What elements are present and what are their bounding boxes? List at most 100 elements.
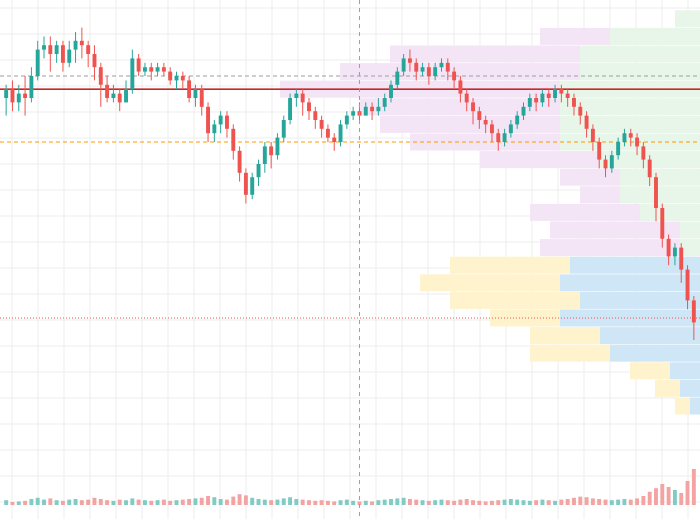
profile-bar-blue bbox=[570, 256, 700, 274]
volume-bar bbox=[29, 499, 34, 505]
volume-bar bbox=[622, 499, 627, 505]
candle-body bbox=[16, 93, 21, 103]
volume-bar bbox=[401, 497, 406, 505]
profile-bar-green bbox=[675, 10, 700, 28]
candle-body bbox=[666, 238, 671, 257]
candle-body bbox=[67, 49, 72, 63]
candle-body bbox=[313, 111, 318, 120]
volume-bars bbox=[4, 469, 696, 505]
candle-body bbox=[679, 247, 684, 270]
profile-bar-blue bbox=[670, 362, 700, 380]
candle-body bbox=[483, 120, 488, 125]
candle-body bbox=[641, 146, 646, 160]
candle-body bbox=[54, 45, 59, 54]
volume-bar bbox=[407, 499, 412, 505]
volume-bar bbox=[609, 500, 614, 505]
candle-body bbox=[117, 93, 122, 103]
volume-bar bbox=[288, 497, 293, 505]
volume-bar bbox=[414, 499, 419, 505]
candle-body bbox=[218, 115, 223, 125]
volume-bar bbox=[231, 496, 236, 505]
candle-body bbox=[269, 146, 274, 156]
volume-bar bbox=[672, 490, 677, 505]
volume-bar bbox=[635, 498, 640, 505]
volume-bar bbox=[654, 488, 658, 505]
volume-bar bbox=[10, 502, 15, 505]
volume-bar bbox=[307, 500, 311, 505]
candle-body bbox=[130, 58, 135, 90]
candle-body bbox=[565, 93, 570, 98]
volume-bar bbox=[641, 496, 646, 505]
volume-bar bbox=[578, 496, 583, 505]
volume-bar bbox=[508, 499, 513, 505]
candle-body bbox=[534, 98, 539, 103]
candle-body bbox=[344, 115, 349, 125]
volume-bar bbox=[584, 497, 589, 505]
profile-bar-yellow bbox=[530, 344, 610, 362]
candle-body bbox=[559, 89, 564, 94]
profile-bar-yellow bbox=[420, 274, 560, 292]
volume-bar bbox=[325, 500, 330, 505]
candle-body bbox=[433, 67, 438, 76]
volume-bar bbox=[60, 500, 65, 505]
profile-bar-green bbox=[560, 98, 700, 116]
candle-body bbox=[86, 45, 91, 54]
profile-bar-green bbox=[580, 63, 700, 81]
volume-bar bbox=[262, 499, 267, 505]
candle-body bbox=[685, 269, 690, 301]
candle-body bbox=[502, 133, 507, 142]
price-levels bbox=[0, 75, 700, 319]
volume-bar bbox=[35, 497, 40, 505]
candle-body bbox=[578, 106, 583, 116]
profile-bar-pink bbox=[560, 168, 620, 186]
profile-bar-green bbox=[620, 186, 700, 204]
volume-bar bbox=[395, 498, 400, 505]
profile-bar-yellow bbox=[450, 291, 580, 309]
volume-bar bbox=[73, 499, 78, 505]
volume-bar bbox=[48, 498, 53, 505]
candle-body bbox=[660, 208, 665, 239]
volume-bar bbox=[212, 497, 217, 505]
volume-bar bbox=[98, 499, 103, 505]
candle-body bbox=[389, 84, 393, 98]
volume-bar bbox=[269, 500, 274, 505]
volume-bar bbox=[376, 500, 381, 505]
candle-body bbox=[471, 102, 475, 112]
volume-bar bbox=[477, 500, 482, 505]
volume-bar bbox=[193, 498, 198, 505]
volume-bar bbox=[565, 499, 570, 505]
profile-bar-green bbox=[680, 221, 700, 239]
volume-bar bbox=[597, 499, 602, 505]
candles bbox=[4, 27, 696, 340]
volume-bar bbox=[489, 500, 494, 505]
volume-bar bbox=[370, 501, 375, 505]
volume-bar bbox=[628, 499, 633, 505]
volume-bar bbox=[389, 499, 393, 505]
profile-bar-blue bbox=[680, 379, 700, 397]
profile-bar-green bbox=[680, 239, 700, 257]
profile-bar-green bbox=[580, 45, 700, 63]
volume-bar bbox=[647, 491, 652, 505]
profile-bar-green bbox=[620, 168, 700, 186]
candle-body bbox=[458, 80, 463, 94]
profile-bar-pink bbox=[360, 98, 560, 116]
candle-body bbox=[237, 150, 242, 173]
candle-body bbox=[439, 62, 444, 68]
candle-body bbox=[609, 155, 614, 169]
volume-bar bbox=[357, 501, 362, 505]
candle-body bbox=[420, 67, 425, 72]
volume-bar bbox=[294, 499, 299, 505]
candle-body bbox=[628, 133, 633, 138]
volume-bar bbox=[161, 499, 166, 505]
volume-bar bbox=[313, 500, 318, 505]
volume-bar bbox=[168, 500, 173, 505]
candle-body bbox=[370, 106, 375, 112]
volume-bar bbox=[187, 499, 192, 505]
volume-bar bbox=[275, 499, 280, 505]
volume-bar bbox=[521, 500, 526, 505]
volume-bar bbox=[206, 496, 211, 505]
candle-body bbox=[23, 93, 28, 98]
candle-body bbox=[407, 58, 412, 63]
